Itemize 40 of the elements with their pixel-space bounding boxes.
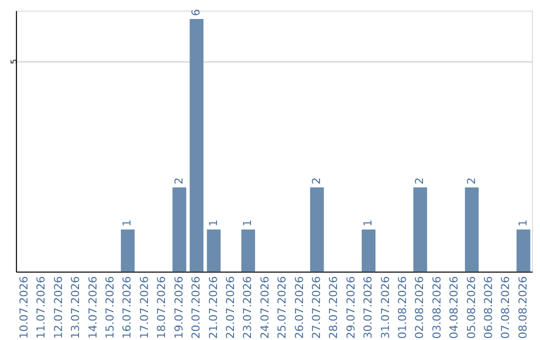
x-tick-label: 19.07.2026 — [172, 276, 186, 339]
x-tick-label: 03.08.2026 — [430, 276, 444, 339]
x-tick-label: 31.07.2026 — [378, 276, 392, 339]
x-tick-label: 16.07.2026 — [120, 276, 134, 339]
data-label: 2 — [464, 177, 478, 184]
x-tick-label: 24.07.2026 — [258, 276, 272, 339]
x-tick-label: 12.07.2026 — [52, 276, 65, 339]
x-tick-label: 22.07.2026 — [224, 276, 237, 339]
x-tick-label: 25.07.2026 — [276, 276, 289, 339]
x-tick-label: 08.08.2026 — [516, 276, 530, 339]
x-tick-label: 20.07.2026 — [190, 276, 203, 339]
data-label: 1 — [241, 220, 254, 227]
x-tick-label: 04.08.2026 — [448, 276, 461, 339]
x-tick-label: 05.08.2026 — [464, 276, 478, 339]
data-label: 1 — [362, 220, 375, 227]
data-label: 2 — [310, 177, 323, 184]
data-label: 1 — [516, 220, 530, 227]
x-tick-label: 15.07.2026 — [104, 276, 117, 339]
x-tick-label: 23.07.2026 — [241, 276, 254, 339]
x-tick-label: 11.07.2026 — [34, 276, 48, 339]
x-tick-label: 28.07.2026 — [327, 276, 340, 339]
x-tick-label: 29.07.2026 — [344, 276, 358, 339]
data-label: 2 — [172, 177, 186, 184]
x-tick-label: 10.07.2026 — [18, 276, 31, 339]
data-label: 6 — [190, 9, 203, 16]
x-tick-label: 27.07.2026 — [310, 276, 323, 339]
x-tick-label: 30.07.2026 — [362, 276, 375, 339]
x-tick-label: 13.07.2026 — [69, 276, 82, 339]
data-label: 1 — [120, 220, 134, 227]
x-tick-label: 18.07.2026 — [155, 276, 168, 339]
x-tick-label: 21.07.2026 — [206, 276, 220, 339]
data-label: 1 — [206, 220, 220, 227]
x-tick-label: 26.07.2026 — [292, 276, 306, 339]
x-tick-label: 07.08.2026 — [499, 276, 512, 339]
x-tick-label: 01.08.2026 — [396, 276, 409, 339]
x-tick-label: 17.07.2026 — [138, 276, 151, 339]
x-tick-label: 14.07.2026 — [86, 276, 100, 339]
x-tick-label: 06.08.2026 — [482, 276, 496, 339]
data-label: 2 — [413, 177, 426, 184]
x-tick-label: 02.08.2026 — [413, 276, 426, 339]
